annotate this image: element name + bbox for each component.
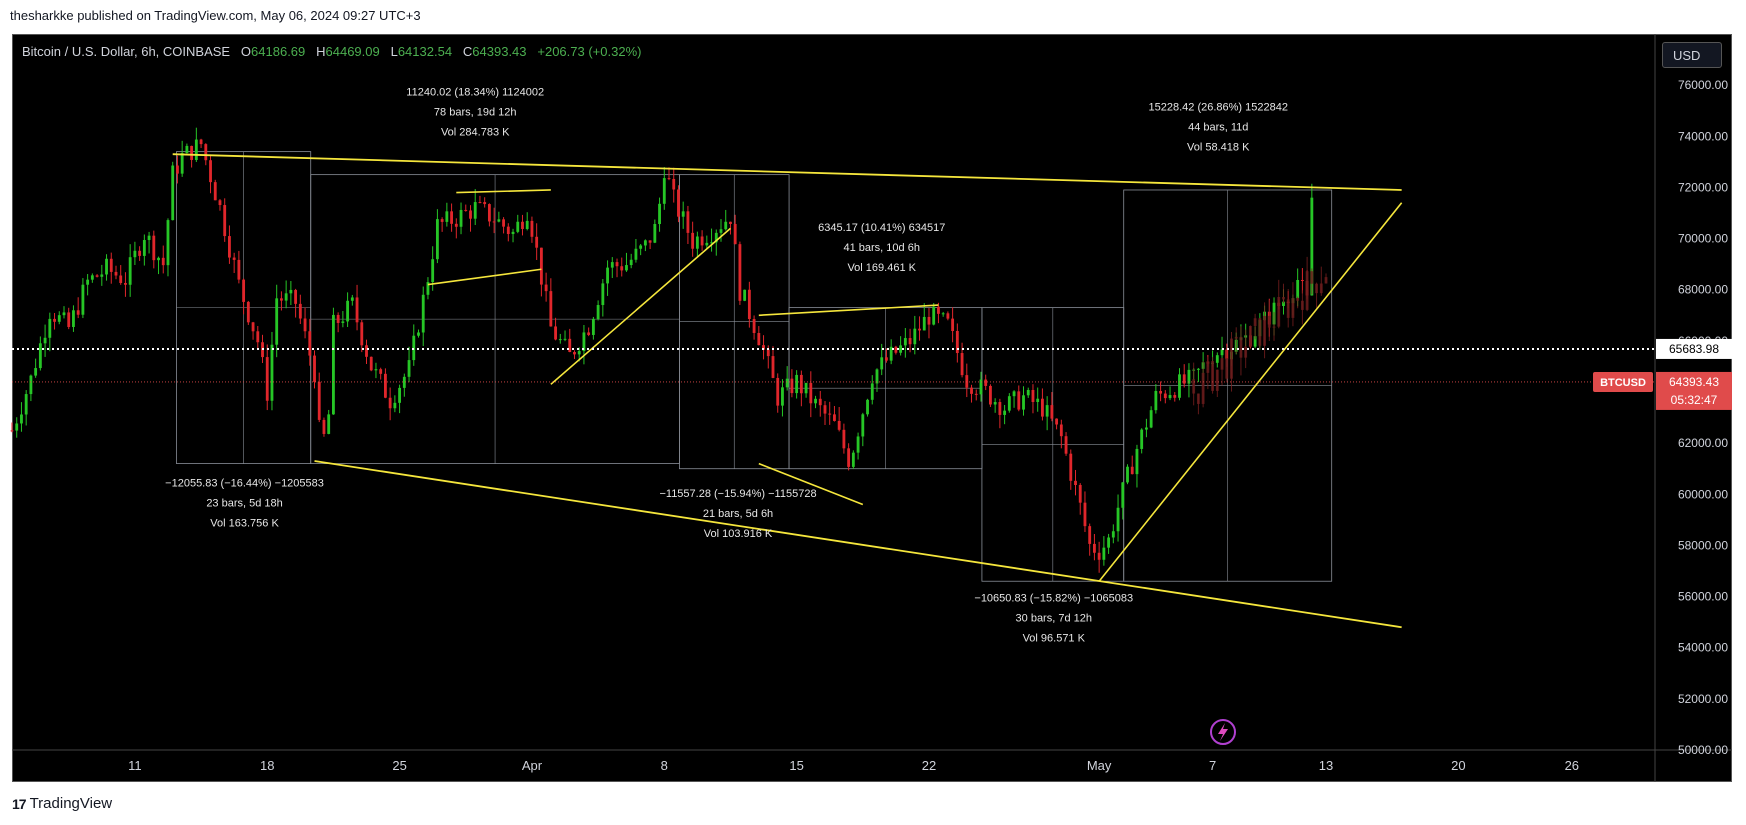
close-value: 64393.43 xyxy=(472,44,527,59)
low-value: 64132.54 xyxy=(397,44,453,59)
tradingview-logo[interactable]: 17 TradingView xyxy=(12,795,112,812)
low-label: L xyxy=(390,44,398,59)
symbol-legend: Bitcoin / U.S. Dollar, 6h, COINBASE O641… xyxy=(22,44,641,59)
close-label: C xyxy=(462,44,473,59)
currency-button[interactable]: USD xyxy=(1662,42,1722,68)
change-value: +206.73 (+0.32%) xyxy=(537,44,642,59)
tradingview-logo-text: TradingView xyxy=(29,795,113,812)
symbol-title[interactable]: Bitcoin / U.S. Dollar, 6h, COINBASE xyxy=(22,44,231,59)
tradingview-logo-icon: 17 xyxy=(12,795,27,812)
publisher-credit: thesharkke published on TradingView.com,… xyxy=(10,8,421,23)
high-value: 64469.09 xyxy=(325,44,380,59)
open-value: 64186.69 xyxy=(251,44,306,59)
chart-frame[interactable] xyxy=(12,34,1732,782)
high-label: H xyxy=(316,44,326,59)
open-label: O xyxy=(240,44,252,59)
